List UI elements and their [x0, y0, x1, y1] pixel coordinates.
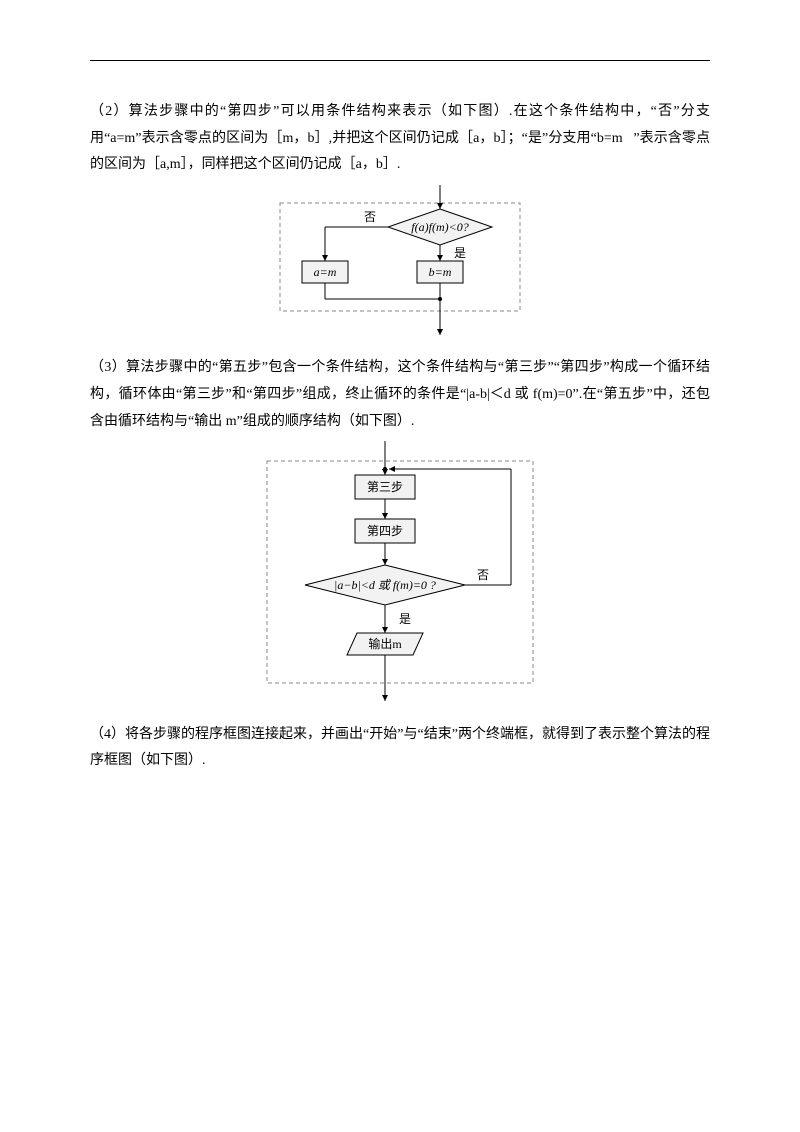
diagram-1: f(a)f(m)<0? 否 是 a=m b=m — [270, 185, 530, 335]
diagram-2-wrap: 第三步 第四步 |a−b|<d 或 f(m)=0 ? 否 是 输出m — [90, 441, 710, 712]
paragraph-2: （2）算法步骤中的“第四步”可以用条件结构来表示（如下图）.在这个条件结构中，“… — [90, 99, 710, 179]
d2-output: 输出m — [368, 636, 402, 651]
d1-cond: f(a)f(m)<0? — [411, 220, 468, 234]
d1-left-box: a=m — [314, 265, 337, 279]
diagram-2: 第三步 第四步 |a−b|<d 或 f(m)=0 ? 否 是 输出m — [255, 441, 545, 701]
d2-yes: 是 — [399, 612, 411, 626]
d1-no: 否 — [364, 210, 376, 224]
d2-step4: 第四步 — [367, 524, 403, 538]
d1-yes: 是 — [454, 246, 466, 260]
d2-no: 否 — [477, 568, 489, 582]
d2-step3: 第三步 — [367, 480, 403, 494]
diagram-1-wrap: f(a)f(m)<0? 否 是 a=m b=m — [90, 185, 710, 346]
paragraph-4: （4）将各步骤的程序框图连接起来，并画出“开始”与“结束”两个终端框，就得到了表… — [90, 722, 710, 775]
d1-right-box: b=m — [429, 265, 452, 279]
paragraph-3: （3）算法步骤中的“第五步”包含一个条件结构，这个条件结构与“第三步”“第四步”… — [90, 355, 710, 435]
top-rule — [90, 60, 710, 61]
d2-cond: |a−b|<d 或 f(m)=0 ? — [334, 578, 436, 592]
